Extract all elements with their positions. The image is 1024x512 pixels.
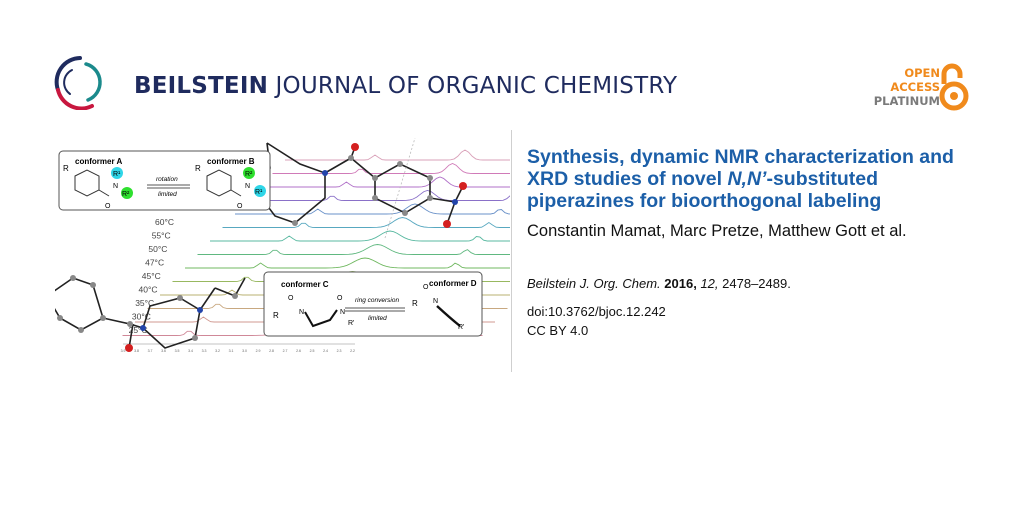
conformer-ab-box: conformer A conformer B rotation limited… bbox=[58, 150, 271, 211]
axis-tick-label: 2.7 bbox=[283, 349, 288, 353]
ring-conversion-label: ring conversion bbox=[355, 297, 399, 304]
citation-journal: Beilstein J. Org. Chem. bbox=[527, 276, 661, 291]
journal-brand-light: JOURNAL OF ORGANIC CHEMISTRY bbox=[275, 73, 678, 99]
o-label-c: O bbox=[288, 295, 294, 302]
journal-brand-bold: BEILSTEIN bbox=[134, 73, 269, 99]
article-citation: Beilstein J. Org. Chem. 2016, 12, 2478–2… bbox=[527, 276, 791, 291]
conformer-b-label: conformer B bbox=[207, 157, 255, 166]
axis-tick-label: 2.2 bbox=[350, 349, 355, 353]
citation-year: 2016, bbox=[664, 276, 697, 291]
r1-label-b: R¹ bbox=[255, 189, 263, 196]
r-prime-label-c: R' bbox=[348, 320, 354, 327]
vertical-divider bbox=[511, 130, 512, 372]
citation-volume: 12, bbox=[700, 276, 719, 291]
temperature-label: 47°C bbox=[145, 258, 164, 268]
article-doi[interactable]: doi:10.3762/bjoc.12.242 bbox=[527, 304, 666, 319]
article-license: CC BY 4.0 bbox=[527, 323, 589, 338]
nmr-trace bbox=[235, 203, 510, 215]
open-lock-icon bbox=[939, 63, 969, 111]
nmr-trace bbox=[185, 257, 510, 269]
open-access-line1: OPEN bbox=[904, 66, 940, 80]
axis-tick-label: 2.9 bbox=[256, 349, 261, 353]
conformer-a-label: conformer A bbox=[75, 157, 122, 166]
axis-tick-label: 3.5 bbox=[175, 349, 180, 353]
axis-tick-label: 2.4 bbox=[323, 349, 328, 353]
temperature-label: 55°C bbox=[152, 231, 171, 241]
o-label-a: O bbox=[105, 203, 111, 210]
beilstein-logo-icon bbox=[54, 56, 102, 110]
axis-tick-label: 2.8 bbox=[269, 349, 274, 353]
title-part2: -substituted piperazines for bioorthogon… bbox=[527, 168, 882, 212]
crystal-atoms-right bbox=[260, 143, 467, 228]
o-label-c2: O bbox=[337, 295, 343, 302]
n-label-c: N bbox=[299, 309, 304, 316]
nmr-trace bbox=[197, 244, 510, 255]
n-label-d: N bbox=[433, 298, 438, 305]
axis-tick-label: 3.6 bbox=[161, 349, 166, 353]
open-access-line2: ACCESS bbox=[890, 80, 940, 94]
r1-label-a: R¹ bbox=[113, 171, 121, 178]
r-prime-label-d: R' bbox=[458, 324, 464, 331]
nmr-trace bbox=[210, 230, 510, 242]
o-label-d: O bbox=[423, 284, 429, 291]
axis-tick-label: 3.2 bbox=[215, 349, 220, 353]
nmr-trace bbox=[222, 217, 510, 228]
n-label-c2: N bbox=[340, 309, 345, 316]
temperature-labels: 60°C 55°C 50°C 47°C 45°C 40°C 35°C 30°C 25°C bbox=[129, 217, 174, 335]
r2-label-b: R² bbox=[245, 171, 253, 178]
conformer-d-label: conformer D bbox=[429, 279, 477, 288]
n-label-a: N bbox=[113, 183, 118, 190]
graphical-abstract: 3.9 3.8 3.7 3.6 3.5 3.4 3.3 3.2 3.1 3.0 2.9 2.8 2.7 2… bbox=[55, 138, 510, 353]
conformer-cd-box: conformer C conformer D ring conversion … bbox=[263, 271, 483, 337]
r-label-a: R bbox=[63, 164, 69, 173]
citation-pages: 2478–2489. bbox=[722, 276, 791, 291]
axis-tick-label: 3.0 bbox=[242, 349, 247, 353]
axis-tick-label: 3.3 bbox=[202, 349, 207, 353]
axis-tick-label: 2.3 bbox=[337, 349, 342, 353]
temperature-label: 45°C bbox=[142, 271, 161, 281]
limited-label-1: limited bbox=[158, 191, 177, 198]
article-authors: Constantin Mamat, Marc Pretze, Matthew G… bbox=[527, 222, 907, 240]
temperature-label: 50°C bbox=[148, 244, 167, 254]
temperature-label: 25°C bbox=[129, 325, 148, 335]
axis-tick-label: 2.5 bbox=[310, 349, 315, 353]
r-label-d: R bbox=[412, 299, 418, 308]
temperature-label: 60°C bbox=[155, 217, 174, 227]
conformer-c-label: conformer C bbox=[281, 280, 329, 289]
axis-tick-label: 3.4 bbox=[188, 349, 193, 353]
open-access-line3: PLATINUM bbox=[873, 94, 940, 108]
r-label-c: R bbox=[273, 311, 279, 320]
nmr-trace bbox=[285, 149, 510, 161]
n-label-b: N bbox=[245, 183, 250, 190]
nmr-trace bbox=[260, 176, 510, 188]
nmr-trace bbox=[247, 190, 510, 201]
journal-name: BEILSTEIN JOURNAL OF ORGANIC CHEMISTRY bbox=[134, 73, 677, 99]
axis-tick-label: 2.6 bbox=[296, 349, 301, 353]
article-title[interactable]: Synthesis, dynamic NMR characterization … bbox=[527, 146, 967, 212]
r2-label-a: R² bbox=[122, 191, 130, 198]
axis-tick-label: 3.7 bbox=[148, 349, 153, 353]
temperature-label: 30°C bbox=[132, 312, 151, 322]
temperature-label: 40°C bbox=[139, 285, 158, 295]
r-label-b: R bbox=[195, 164, 201, 173]
title-italic: N,N’ bbox=[727, 168, 767, 190]
crystal-atoms-left bbox=[57, 275, 238, 352]
limited-label-2: limited bbox=[368, 315, 387, 322]
rotation-label: rotation bbox=[156, 176, 178, 183]
ppm-axis: 3.9 3.8 3.7 3.6 3.5 3.4 3.3 3.2 3.1 3.0 2.9 2.8 2.7 2… bbox=[121, 343, 355, 353]
axis-tick-label: 3.1 bbox=[229, 349, 234, 353]
o-label-b: O bbox=[237, 203, 243, 210]
axis-tick-label: 3.8 bbox=[134, 349, 139, 353]
open-access-badge: OPEN ACCESS PLATINUM bbox=[860, 66, 940, 108]
nmr-trace bbox=[272, 163, 510, 174]
title-part1: Synthesis, dynamic NMR characterization … bbox=[527, 146, 954, 190]
axis-tick-label: 3.9 bbox=[121, 349, 126, 353]
temperature-label: 35°C bbox=[135, 298, 154, 308]
